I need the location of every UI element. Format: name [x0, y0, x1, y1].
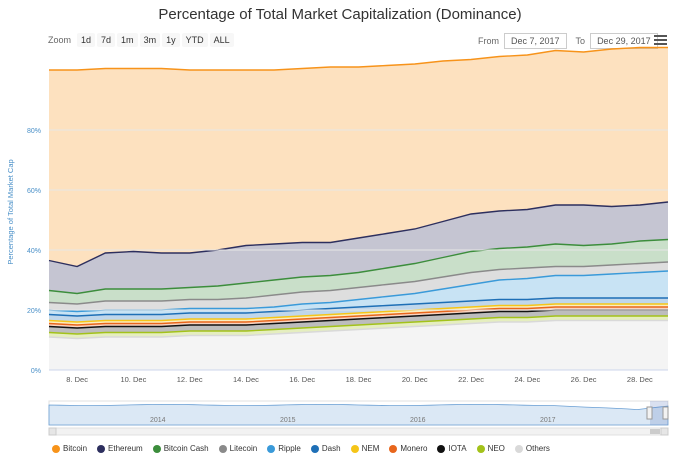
legend-marker-icon: [152, 444, 161, 453]
y-tick-label-0: 0%: [31, 368, 41, 375]
legend-item-others[interactable]: Others: [514, 444, 550, 453]
series-line-monero[interactable]: [48, 306, 668, 326]
area-bitcoin-cash: [49, 239, 668, 304]
series-line-bitcoin[interactable]: [49, 46, 668, 71]
legend-label: Ripple: [278, 444, 301, 453]
x-tick-label-8-dec: 8. Dec: [66, 375, 88, 384]
zoom-toolbar: Zoom 1d 7d 1m 3m 1y YTD ALL: [48, 33, 234, 47]
series-line-bitcoin-cash[interactable]: [48, 238, 669, 295]
series-line-litecoin[interactable]: [48, 261, 669, 305]
x-tick-label-28-dec: 28. Dec: [627, 375, 653, 384]
legend-label: Monero: [400, 444, 428, 453]
navigator-label-2015: 2015: [280, 417, 296, 424]
x-tick-label-24-dec: 24. Dec: [514, 375, 540, 384]
legend-label: NEO: [487, 444, 505, 453]
legend-label: Dash: [321, 444, 341, 453]
range-button-all[interactable]: ALL: [209, 33, 234, 47]
legend-marker-icon: [97, 444, 106, 453]
x-tick-label-18-dec: 18. Dec: [346, 375, 372, 384]
y-tick-label-20: 20%: [27, 308, 41, 315]
area-others: [49, 320, 668, 370]
area-ethereum: [49, 202, 668, 294]
series-line-ethereum[interactable]: [48, 201, 669, 268]
series-line-others[interactable]: [48, 319, 668, 340]
range-button-ytd[interactable]: YTD: [181, 33, 208, 47]
range-button-3m[interactable]: 3m: [139, 33, 161, 47]
area-bitcoin: [49, 47, 668, 267]
navigator-label-2016: 2016: [410, 417, 426, 424]
scrollbar-track[interactable]: [48, 427, 669, 436]
legend-marker-icon: [514, 444, 523, 453]
to-label: To: [575, 36, 586, 46]
navigator-handle-left[interactable]: [646, 406, 653, 420]
series-line-nem[interactable]: [48, 303, 668, 323]
legend-item-ripple[interactable]: Ripple: [267, 444, 301, 453]
x-tick-label-22-dec: 22. Dec: [458, 375, 484, 384]
legend-label: NEM: [361, 444, 380, 453]
area-monero: [49, 307, 668, 328]
chart-title: Percentage of Total Market Capitalizatio…: [158, 6, 522, 23]
chart-legend: Bitcoin Ethereum Bitcoin Cash Litecoin Rippl…: [52, 444, 550, 453]
legend-marker-icon: [476, 444, 485, 453]
legend-marker-icon: [267, 444, 276, 453]
legend-label: IOTA: [448, 444, 467, 453]
range-button-7d[interactable]: 7d: [97, 33, 116, 47]
legend-item-iota[interactable]: IOTA: [437, 444, 467, 453]
y-tick-label-80: 80%: [27, 128, 41, 135]
legend-item-neo[interactable]: NEO: [476, 444, 505, 453]
from-date-input[interactable]: Dec 7, 2017: [504, 33, 567, 49]
y-tick-label-60: 60%: [27, 188, 41, 195]
legend-item-bitcoin-cash[interactable]: Bitcoin Cash: [152, 444, 209, 453]
series-line-dash[interactable]: [48, 297, 668, 317]
legend-marker-icon: [310, 444, 319, 453]
legend-label: Others: [525, 444, 550, 453]
legend-label: Litecoin: [229, 444, 258, 453]
legend-item-bitcoin[interactable]: Bitcoin: [52, 444, 87, 453]
legend-marker-icon: [218, 444, 227, 453]
range-button-1y[interactable]: 1y: [162, 33, 180, 47]
from-label: From: [478, 36, 499, 46]
zoom-label: Zoom: [48, 35, 72, 45]
series-line-neo[interactable]: [48, 315, 668, 335]
area-ripple: [49, 271, 668, 316]
legend-item-nem[interactable]: NEM: [350, 444, 380, 453]
navigator-label-2014: 2014: [150, 417, 166, 424]
legend-label: Bitcoin Cash: [163, 444, 209, 453]
area-litecoin: [49, 262, 668, 312]
range-button-1m[interactable]: 1m: [117, 33, 138, 47]
legend-item-litecoin[interactable]: Litecoin: [218, 444, 258, 453]
hamburger-menu-icon[interactable]: [654, 35, 667, 45]
scrollbar-thumb[interactable]: [650, 429, 660, 434]
x-tick-label-16-dec: 16. Dec: [289, 375, 315, 384]
legend-label: Ethereum: [108, 444, 143, 453]
navigator-handle-right[interactable]: [662, 406, 669, 420]
range-button-1d[interactable]: 1d: [77, 33, 96, 47]
legend-item-dash[interactable]: Dash: [310, 444, 341, 453]
date-range: From Dec 7, 2017 To Dec 29, 2017: [478, 33, 658, 49]
y-tick-label-40: 40%: [27, 248, 41, 255]
x-tick-label-12-dec: 12. Dec: [177, 375, 203, 384]
legend-item-ethereum[interactable]: Ethereum: [97, 444, 143, 453]
legend-marker-icon: [350, 444, 359, 453]
x-tick-label-14-dec: 14. Dec: [233, 375, 259, 384]
navigator-series: [48, 404, 669, 426]
legend-marker-icon: [52, 444, 60, 453]
legend-marker-icon: [389, 444, 398, 453]
x-tick-label-10-dec: 10. Dec: [120, 375, 146, 384]
x-tick-label-20-dec: 20. Dec: [402, 375, 428, 384]
scrollbar-right-button[interactable]: [660, 427, 669, 436]
legend-label: Bitcoin: [63, 444, 88, 453]
area-iota: [49, 310, 668, 334]
legend-item-monero[interactable]: Monero: [389, 444, 427, 453]
area-nem: [49, 304, 668, 325]
scrollbar-left-button[interactable]: [48, 427, 57, 436]
y-axis-label: Percentage of Total Market Cap: [6, 159, 15, 264]
navigator-label-2017: 2017: [540, 417, 556, 424]
legend-marker-icon: [437, 444, 446, 453]
x-tick-label-26-dec: 26. Dec: [571, 375, 597, 384]
